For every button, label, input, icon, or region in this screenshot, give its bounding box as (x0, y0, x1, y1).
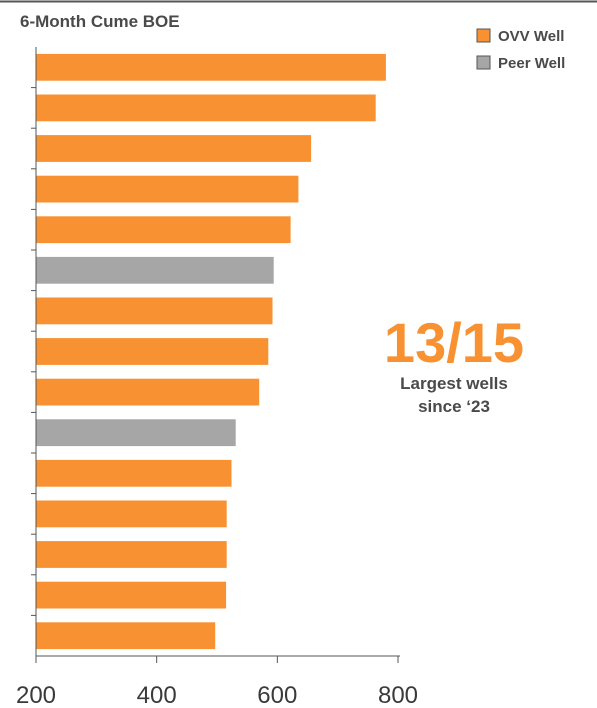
callout-line-2: since ‘23 (418, 397, 490, 416)
bar-15 (36, 622, 216, 650)
bar-10 (36, 419, 236, 447)
legend: OVV Well Peer Well (476, 28, 565, 72)
bars-group (31, 53, 386, 650)
bar-1 (36, 53, 386, 81)
x-tick-label: 600 (257, 682, 297, 708)
legend-swatch-ovv (476, 28, 491, 43)
callout: 13/15 Largest wells since ‘23 (384, 311, 524, 416)
bar-11 (36, 459, 232, 487)
bar-14 (36, 581, 227, 609)
bar-4 (36, 175, 299, 203)
x-axis-ticks: 200 400 600 800 (16, 656, 418, 708)
legend-swatch-peer (476, 55, 491, 70)
bar-8 (36, 338, 269, 365)
bar-5 (36, 216, 291, 244)
x-tick-label: 800 (378, 682, 418, 708)
callout-line-1: Largest wells (400, 374, 508, 393)
bar-3 (36, 135, 312, 162)
x-tick-label: 400 (137, 682, 177, 708)
bar-6 (36, 256, 274, 284)
x-tick-label: 200 (16, 682, 56, 708)
chart-title: 6-Month Cume BOE (20, 12, 180, 31)
callout-number: 13/15 (384, 311, 524, 374)
legend-label-peer: Peer Well (498, 55, 565, 72)
bar-7 (36, 297, 273, 325)
bar-13 (36, 541, 227, 568)
legend-label-ovv: OVV Well (498, 28, 564, 45)
bar-2 (36, 94, 376, 122)
bar-12 (36, 500, 227, 528)
bar-9 (36, 378, 260, 406)
